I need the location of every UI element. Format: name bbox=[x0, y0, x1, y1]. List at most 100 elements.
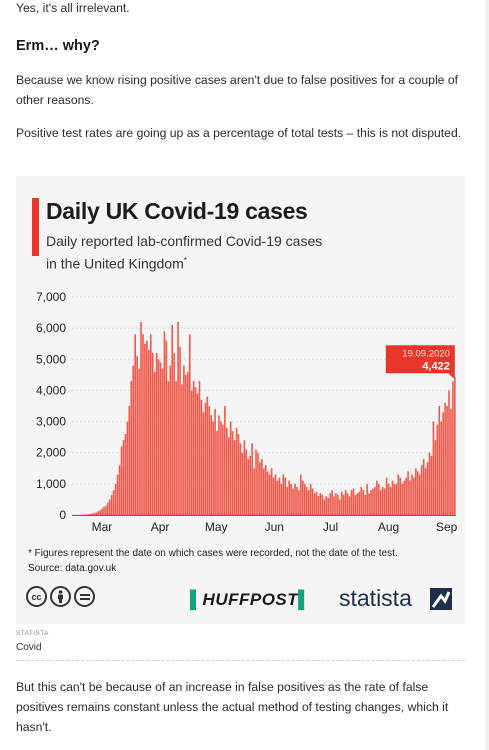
bar bbox=[85, 514, 88, 515]
bar bbox=[216, 430, 218, 515]
bar bbox=[95, 512, 97, 515]
bar bbox=[350, 490, 353, 515]
bar bbox=[229, 421, 232, 515]
bar bbox=[280, 483, 283, 515]
bar bbox=[432, 421, 435, 515]
bar bbox=[274, 474, 277, 515]
bar bbox=[194, 387, 197, 515]
bar bbox=[288, 480, 290, 515]
bar bbox=[165, 340, 168, 515]
scrollbar[interactable] bbox=[485, 0, 489, 750]
bar bbox=[264, 465, 267, 515]
bar bbox=[420, 465, 423, 515]
bar bbox=[210, 415, 212, 515]
bar bbox=[214, 409, 216, 515]
chart-subtitle: Daily reported lab-confirmed Covid-19 ca… bbox=[46, 232, 446, 274]
x-tick-label: Jun bbox=[265, 520, 284, 534]
bar bbox=[225, 427, 228, 515]
bar bbox=[305, 486, 308, 515]
bar bbox=[315, 491, 318, 515]
y-tick-label: 2,000 bbox=[36, 446, 66, 460]
bar bbox=[163, 331, 166, 515]
bar bbox=[206, 396, 209, 515]
bar bbox=[444, 402, 446, 515]
title-accent-bar bbox=[32, 198, 39, 256]
bar bbox=[413, 477, 415, 515]
bar bbox=[124, 434, 127, 515]
bar bbox=[296, 486, 298, 515]
bar bbox=[268, 474, 271, 515]
bar bbox=[270, 468, 273, 515]
x-tick-label: Aug bbox=[378, 520, 399, 534]
bar bbox=[185, 374, 187, 515]
bar bbox=[450, 409, 452, 515]
bar bbox=[188, 334, 191, 515]
divider bbox=[16, 660, 465, 661]
bar bbox=[224, 406, 226, 515]
bar bbox=[118, 465, 121, 515]
bar bbox=[300, 474, 302, 515]
section-heading: Erm… why? bbox=[16, 38, 100, 54]
bar bbox=[342, 494, 345, 515]
bar bbox=[134, 334, 136, 515]
callout-value: 4,422 bbox=[422, 360, 450, 372]
bar bbox=[428, 452, 431, 515]
bar bbox=[282, 474, 285, 515]
subtitle-line-2: in the United Kingdom bbox=[46, 255, 184, 272]
bar bbox=[340, 491, 343, 515]
chart-title: Daily UK Covid-19 cases bbox=[46, 198, 308, 224]
bar bbox=[231, 430, 234, 515]
bar bbox=[202, 412, 205, 515]
bar bbox=[149, 334, 152, 515]
bar bbox=[187, 371, 189, 515]
bar bbox=[257, 452, 259, 515]
bar bbox=[222, 424, 224, 515]
bar bbox=[245, 449, 248, 515]
bar bbox=[128, 406, 131, 515]
by-icon bbox=[50, 586, 71, 607]
bar bbox=[132, 365, 135, 515]
bar bbox=[151, 353, 154, 515]
bar bbox=[391, 480, 394, 515]
bar bbox=[247, 458, 250, 515]
bar bbox=[140, 321, 142, 515]
bar bbox=[284, 477, 287, 515]
bar bbox=[89, 513, 92, 515]
bar bbox=[276, 480, 279, 515]
bar bbox=[311, 488, 314, 515]
bar bbox=[409, 480, 411, 515]
bar bbox=[208, 406, 211, 515]
callout-date: 19.09.2020 bbox=[402, 348, 450, 359]
bar bbox=[99, 510, 101, 515]
bar bbox=[370, 490, 372, 515]
bar bbox=[360, 486, 363, 515]
y-tick-label: 5,000 bbox=[36, 352, 66, 366]
cc-icon: cc bbox=[26, 586, 47, 607]
chart-card: Daily UK Covid-19 cases Daily reported l… bbox=[16, 176, 465, 624]
bar bbox=[120, 446, 123, 515]
bar bbox=[337, 494, 339, 515]
x-tick-label: Apr bbox=[151, 520, 170, 534]
bar bbox=[331, 490, 333, 515]
bar bbox=[109, 499, 111, 515]
top-line-text: Yes, it's all irrelevant. bbox=[16, 1, 130, 15]
bar bbox=[424, 468, 427, 515]
bar bbox=[352, 488, 355, 515]
bar bbox=[379, 490, 382, 515]
bar bbox=[144, 343, 146, 515]
bar bbox=[177, 321, 179, 515]
bar bbox=[148, 349, 150, 515]
bar bbox=[374, 486, 376, 515]
bar bbox=[112, 490, 115, 515]
bar bbox=[179, 346, 181, 515]
bar bbox=[335, 493, 337, 515]
bar bbox=[418, 474, 421, 515]
bar bbox=[169, 365, 172, 515]
bar bbox=[255, 449, 257, 515]
license-icons: cc bbox=[26, 586, 95, 607]
x-tick-label: May bbox=[205, 520, 228, 534]
bar bbox=[448, 390, 450, 515]
bar bbox=[251, 443, 253, 515]
paragraph-1: Because we know rising positive cases ar… bbox=[16, 73, 458, 107]
image-caption: Covid bbox=[16, 642, 42, 653]
